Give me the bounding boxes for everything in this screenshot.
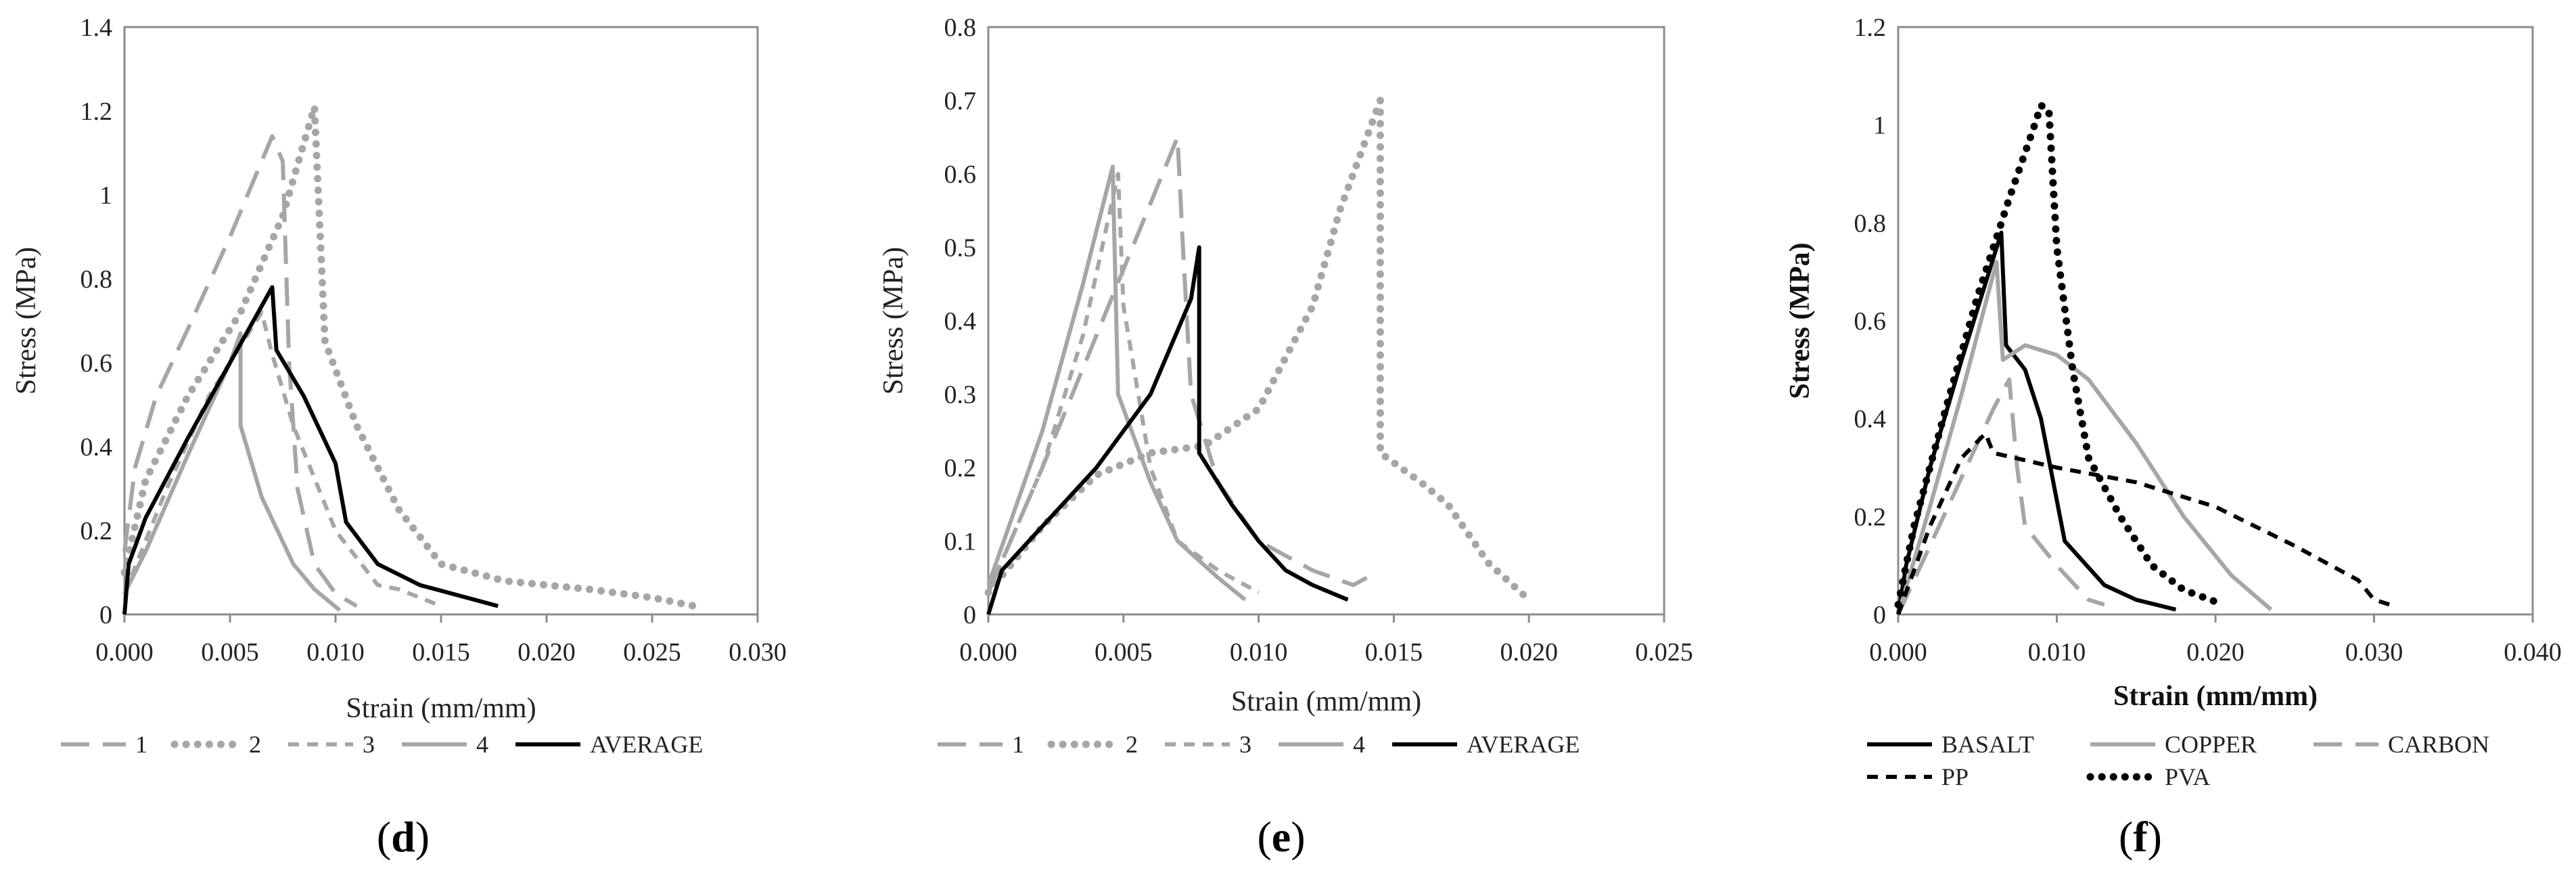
y-tick-label: 0.2	[80, 517, 113, 545]
legend: BASALT COPPER CARBON PP PVA	[1867, 731, 2489, 790]
x-axis-label: Strain (mm/mm)	[1231, 686, 1421, 717]
series-line-carbon	[1896, 377, 2105, 616]
chart-panel-e: 0.000 0.005 0.010 0.015 0.020 0.025 0 0.1 0.2 0.3…	[878, 14, 1693, 758]
y-axis-label: Stress (MPa)	[1785, 242, 1816, 399]
y-tick-label: 0.6	[1854, 307, 1887, 336]
y-tick-label: 1.2	[80, 97, 113, 126]
y-tick-label: 0	[1873, 601, 1886, 629]
legend-label: PVA	[2165, 763, 2210, 790]
legend-label: 4	[476, 731, 488, 758]
y-tick-label: 0.7	[944, 87, 977, 116]
y-tick-label: 0.6	[944, 160, 977, 189]
y-tick-label: 0.2	[1854, 503, 1887, 531]
x-tick-label: 0.020	[1500, 638, 1558, 667]
legend-label: 3	[1239, 731, 1251, 758]
x-tick-label: 0.030	[2345, 638, 2404, 667]
x-tick-label: 0.010	[306, 638, 365, 667]
series-line-2	[120, 103, 698, 610]
y-tick-label: 0	[99, 601, 112, 629]
x-tick-label: 0.015	[412, 638, 470, 667]
x-tick-label: 0.010	[1230, 638, 1288, 667]
x-axis-label: Strain (mm/mm)	[346, 693, 536, 724]
chart-panel-f: 0.000 0.010 0.020 0.030 0.040 0 0.2 0.4 0.6 0.8 1 1…	[1785, 14, 2562, 790]
x-tick-label: 0.025	[623, 638, 681, 667]
series-line-4	[986, 164, 1247, 602]
series-line-pva	[1894, 102, 2228, 608]
y-tick-label: 0	[963, 601, 976, 629]
legend-label: 2	[249, 731, 261, 758]
legend-label: 2	[1126, 731, 1138, 758]
legend: 1 2 3 4 AVERAGE	[61, 731, 703, 758]
legend-label: 1	[1012, 731, 1024, 758]
series-line-3	[986, 172, 1260, 595]
y-tick-label: 1.4	[80, 14, 113, 42]
y-tick-label: 0.8	[944, 14, 977, 42]
y-tick-label: 0.3	[944, 381, 977, 409]
legend-label: CARBON	[2388, 731, 2489, 758]
legend: 1 2 3 4 AVERAGE	[938, 731, 1580, 758]
y-tick-label: 0.4	[944, 307, 977, 336]
y-tick-label: 0.1	[944, 528, 977, 556]
x-tick-label: 0.020	[518, 638, 576, 667]
panel-label-d: (d)	[377, 813, 430, 861]
x-tick-label: 0.000	[95, 638, 154, 667]
legend-label: BASALT	[1941, 731, 2034, 758]
y-tick-label: 0.8	[80, 265, 113, 294]
y-tick-label: 0.2	[944, 454, 977, 482]
series-line-3	[122, 310, 442, 608]
series-line-average	[986, 245, 1349, 615]
x-tick-label: 0.015	[1365, 638, 1423, 667]
y-axis-label: Stress (MPa)	[11, 247, 42, 395]
x-tick-label: 0.025	[1635, 638, 1693, 667]
plot-frame	[1897, 26, 2534, 616]
x-axis-label: Strain (mm/mm)	[2113, 681, 2318, 712]
y-tick-label: 0.4	[1854, 405, 1887, 434]
legend-label: 3	[363, 731, 375, 758]
legend-label: COPPER	[2165, 731, 2257, 758]
series-line-2	[984, 97, 1533, 604]
y-tick-label: 0.4	[80, 433, 113, 462]
y-axis-label: Stress (MPa)	[878, 247, 909, 395]
y-tick-label: 1	[99, 181, 112, 210]
legend-label: PP	[1941, 763, 1969, 790]
series-line-copper	[1896, 260, 2273, 615]
x-tick-label: 0.030	[729, 638, 787, 667]
chart-panel-d: 0.000 0.005 0.010 0.015 0.020 0.025 0.030 0 0.2 0…	[11, 14, 787, 758]
x-tick-label: 0.010	[2028, 638, 2086, 667]
y-tick-label: 0.6	[80, 349, 113, 378]
series-line-4	[122, 331, 342, 612]
x-tick-label: 0.020	[2186, 638, 2245, 667]
series-line-1	[986, 135, 1368, 593]
legend-label: 4	[1353, 731, 1365, 758]
panel-label-f: (f)	[2119, 813, 2162, 861]
legend-label: 1	[135, 731, 147, 758]
legend-label: AVERAGE	[1467, 731, 1580, 758]
y-tick-label: 0.5	[944, 234, 977, 263]
x-tick-label: 0.000	[1869, 638, 1927, 667]
legend-label: AVERAGE	[590, 731, 703, 758]
x-tick-label: 0.000	[959, 638, 1017, 667]
plot-frame	[987, 26, 1665, 616]
series-line-1	[122, 134, 358, 608]
x-tick-label: 0.005	[1095, 638, 1153, 667]
panel-label-e: (e)	[1257, 813, 1305, 861]
y-tick-label: 1.2	[1854, 14, 1887, 42]
series-line-average	[122, 285, 499, 615]
y-tick-label: 0.8	[1854, 209, 1887, 238]
series-line-pp	[1896, 431, 2391, 616]
x-tick-label: 0.040	[2504, 638, 2562, 667]
y-tick-label: 1	[1873, 112, 1886, 140]
plot-frame	[123, 26, 759, 616]
x-tick-label: 0.005	[201, 638, 259, 667]
